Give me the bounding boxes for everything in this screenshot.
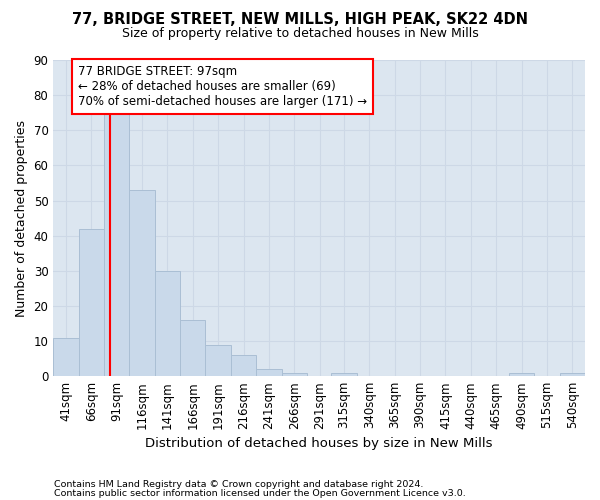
Bar xyxy=(331,372,356,376)
Bar xyxy=(79,228,104,376)
Bar xyxy=(560,372,585,376)
Bar xyxy=(509,372,534,376)
Bar xyxy=(281,372,307,376)
Y-axis label: Number of detached properties: Number of detached properties xyxy=(15,120,28,316)
Bar xyxy=(205,344,231,376)
Bar xyxy=(180,320,205,376)
Text: Size of property relative to detached houses in New Mills: Size of property relative to detached ho… xyxy=(122,28,478,40)
X-axis label: Distribution of detached houses by size in New Mills: Distribution of detached houses by size … xyxy=(145,437,493,450)
Bar xyxy=(256,369,281,376)
Text: 77 BRIDGE STREET: 97sqm
← 28% of detached houses are smaller (69)
70% of semi-de: 77 BRIDGE STREET: 97sqm ← 28% of detache… xyxy=(77,66,367,108)
Text: Contains public sector information licensed under the Open Government Licence v3: Contains public sector information licen… xyxy=(54,488,466,498)
Bar xyxy=(130,190,155,376)
Bar xyxy=(104,112,130,376)
Text: Contains HM Land Registry data © Crown copyright and database right 2024.: Contains HM Land Registry data © Crown c… xyxy=(54,480,424,489)
Bar xyxy=(53,338,79,376)
Bar xyxy=(231,355,256,376)
Bar xyxy=(155,271,180,376)
Text: 77, BRIDGE STREET, NEW MILLS, HIGH PEAK, SK22 4DN: 77, BRIDGE STREET, NEW MILLS, HIGH PEAK,… xyxy=(72,12,528,28)
